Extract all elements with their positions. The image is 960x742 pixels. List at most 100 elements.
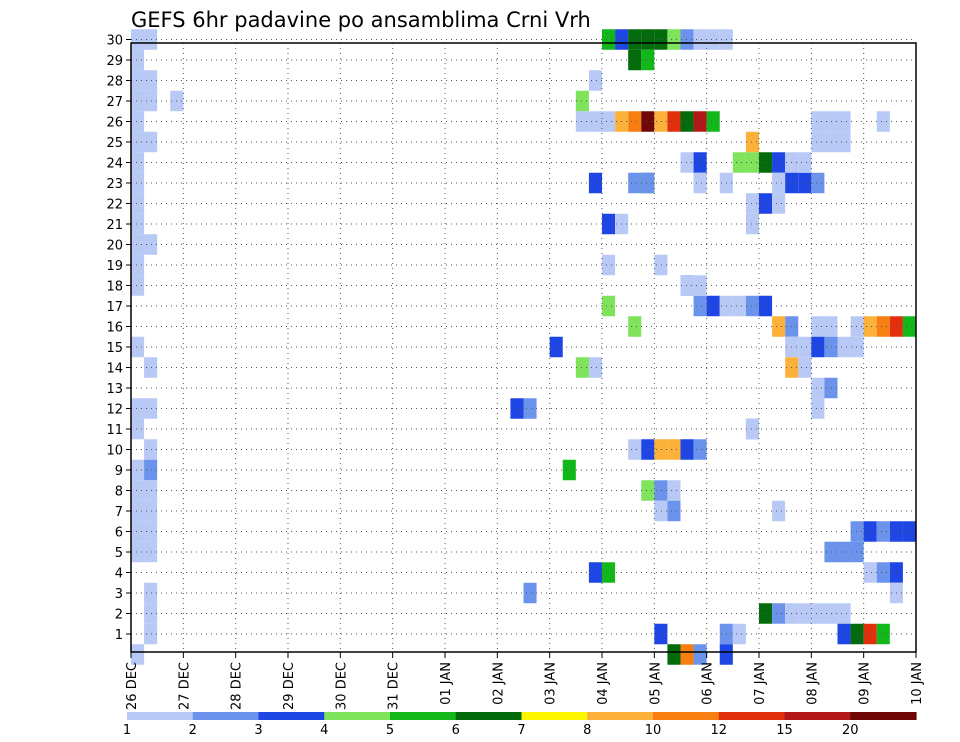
heatmap-cell-80 [641, 172, 655, 194]
colorbar-swatch-9 [718, 712, 786, 720]
heatmap-cell-101 [772, 193, 786, 214]
heatmap-cell-3 [131, 70, 145, 91]
x-tick-label-10: 05 JAN [648, 662, 663, 705]
heatmap-cell-15 [131, 234, 145, 255]
heatmap-cell-168 [811, 603, 825, 624]
heatmap-cell-91 [811, 131, 825, 153]
heatmap-cell-99 [745, 213, 759, 235]
heatmap-cell-20 [144, 357, 158, 378]
grid-lines [131, 39, 916, 652]
x-tick-label-14: 09 JAN [858, 662, 873, 705]
heatmap-cell-104 [798, 172, 812, 194]
heatmap-cell-12 [131, 172, 145, 194]
heatmap-cell-87 [759, 152, 773, 173]
y-tick-label-8: 8 [115, 485, 123, 500]
heatmap-cell-173 [732, 623, 746, 645]
heatmap-cell-175 [850, 623, 864, 645]
x-tick-label-12: 07 JAN [753, 662, 768, 705]
heatmap-cell-177 [876, 623, 890, 645]
colorbar-label-4: 4 [320, 723, 328, 738]
y-tick-label-1: 1 [115, 628, 123, 643]
colorbar: 1 2 3 4 5 6 7 8 10 12 15 20 [123, 712, 917, 738]
heatmap-cell-157 [824, 541, 838, 563]
heatmap-cell-151 [772, 500, 786, 522]
heatmap-cell-165 [772, 603, 786, 624]
heatmap-cell-154 [876, 521, 890, 542]
heatmap-cell-4 [144, 70, 158, 91]
heatmap-cell-142 [654, 439, 668, 460]
heatmap-cell-153 [863, 521, 877, 542]
heatmap-cell-130 [824, 336, 838, 358]
y-tick-label-14: 14 [106, 362, 123, 377]
heatmap-cell-121 [850, 316, 864, 337]
heatmap-cell-62 [667, 29, 681, 50]
heatmap-cell-109 [693, 295, 707, 317]
heatmap-cell-1 [144, 29, 158, 50]
y-tick-label-18: 18 [106, 280, 123, 295]
heatmap-cell-67 [628, 49, 642, 71]
heatmap-cell-71 [628, 111, 642, 132]
heatmap-cell-53 [602, 562, 616, 583]
heatmap-cell-139 [745, 418, 759, 440]
heatmap-cell-24 [144, 439, 158, 460]
heatmap-cell-55 [602, 254, 616, 276]
heatmap-cell-19 [131, 336, 145, 358]
colorbar-swatch-8 [653, 712, 720, 720]
colorbar-label-7: 7 [517, 723, 525, 738]
colorbar-swatch-11 [850, 712, 917, 720]
colorbar-label-12: 12 [710, 723, 727, 738]
heatmap-cell-73 [654, 111, 668, 132]
colorbar-label-20: 20 [842, 723, 859, 738]
heatmap-cell-113 [745, 295, 759, 317]
heatmap-cell-148 [667, 480, 681, 501]
heatmap-cell-13 [131, 193, 145, 214]
y-tick-label-7: 7 [115, 505, 123, 520]
heatmap-cell-97 [876, 111, 890, 132]
colorbar-swatch-1 [192, 712, 260, 720]
heatmap-cell-68 [641, 49, 655, 71]
heatmap-cell-30 [144, 500, 158, 522]
heatmap-cell-46 [575, 357, 589, 378]
heatmap-cell-98 [745, 193, 759, 214]
x-tick-label-2: 28 DEC [230, 662, 245, 710]
heatmap-cell-156 [902, 521, 916, 542]
heatmap-cell-178 [667, 644, 681, 665]
heatmap-cell-141 [641, 439, 655, 460]
heatmap-cell-9 [131, 131, 145, 153]
heatmap-cell-132 [850, 336, 864, 358]
heatmap-cell-96 [837, 111, 851, 132]
heatmap-cell-38 [131, 644, 145, 665]
heatmap-cell-76 [693, 111, 707, 132]
heatmap-cell-17 [131, 254, 145, 276]
x-tick-label-7: 02 JAN [491, 662, 506, 705]
x-tick-label-0: 26 DEC [125, 662, 140, 710]
heatmap-cell-72 [641, 111, 655, 132]
y-tick-label-29: 29 [106, 54, 123, 69]
y-tick-label-6: 6 [115, 526, 123, 541]
x-tick-label-15: 10 JAN [910, 662, 925, 705]
heatmap-cell-100 [759, 193, 773, 214]
colorbar-label-8: 8 [583, 723, 591, 738]
heatmap-cell-106 [798, 152, 812, 173]
heatmap-cell-28 [144, 480, 158, 501]
heatmap-cell-31 [131, 521, 145, 542]
y-tick-label-12: 12 [106, 403, 123, 418]
heatmap-cell-86 [745, 152, 759, 173]
y-tick-label-20: 20 [106, 239, 123, 254]
colorbar-swatch-7 [587, 712, 654, 720]
heatmap-cell-174 [837, 623, 851, 645]
heatmap-cell-122 [863, 316, 877, 337]
heatmap-cell-32 [144, 521, 158, 542]
heatmap-cell-147 [654, 480, 668, 501]
y-tick-label-24: 24 [106, 157, 123, 172]
heatmap-cell-146 [641, 480, 655, 501]
x-tick-label-13: 08 JAN [805, 662, 820, 705]
colorbar-label-3: 3 [254, 723, 262, 738]
heatmap-cell-60 [641, 29, 655, 50]
heatmap-cell-6 [144, 90, 158, 112]
heatmap-cell-5 [131, 90, 145, 112]
heatmap-cell-77 [706, 111, 720, 132]
heatmap-cell-171 [654, 623, 668, 645]
heatmap-cell-51 [588, 111, 602, 132]
